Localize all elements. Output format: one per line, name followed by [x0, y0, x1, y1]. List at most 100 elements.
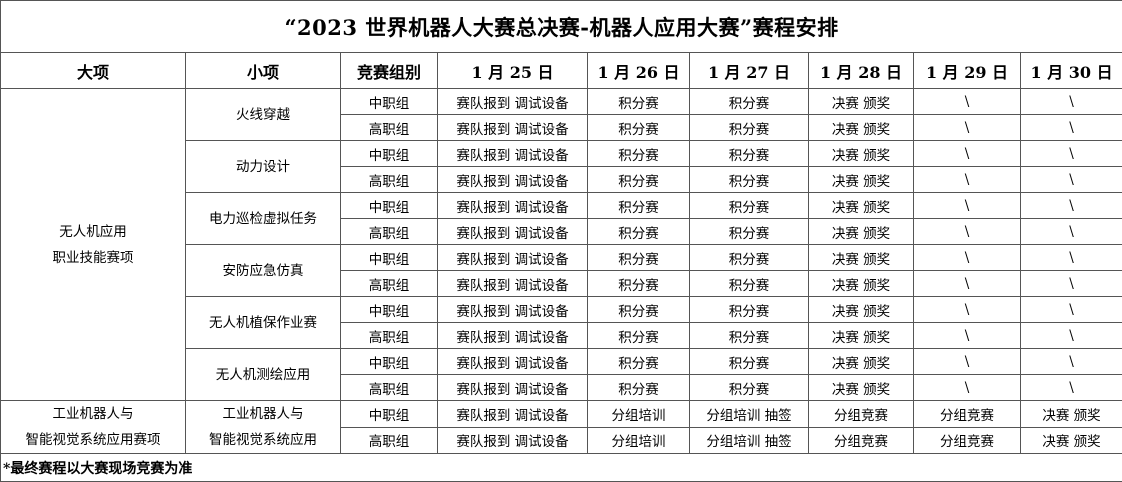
schedule-cell: \	[1021, 245, 1122, 271]
table-row: 工业机器人与智能视觉系统应用赛项工业机器人与智能视觉系统应用中职组赛队报到 调试…	[1, 401, 1122, 428]
schedule-cell: 积分赛	[690, 271, 809, 297]
subitem-cell: 工业机器人与智能视觉系统应用	[186, 401, 341, 454]
schedule-cell: 决赛 颁奖	[809, 141, 914, 167]
schedule-cell: 积分赛	[588, 141, 690, 167]
group-cell: 高职组	[341, 323, 438, 349]
schedule-cell: 赛队报到 调试设备	[438, 219, 588, 245]
group-cell: 中职组	[341, 89, 438, 115]
schedule-cell: \	[914, 271, 1021, 297]
schedule-cell: \	[1021, 349, 1122, 375]
header-category: 大项	[1, 53, 186, 89]
schedule-cell: 积分赛	[588, 219, 690, 245]
schedule-cell: 赛队报到 调试设备	[438, 89, 588, 115]
schedule-cell: 积分赛	[690, 219, 809, 245]
schedule-cell: 决赛 颁奖	[809, 349, 914, 375]
schedule-cell: \	[914, 193, 1021, 219]
category-cell: 工业机器人与智能视觉系统应用赛项	[1, 401, 186, 454]
schedule-cell: \	[914, 115, 1021, 141]
cell-text-line: 职业技能赛项	[1, 245, 185, 271]
schedule-cell: 赛队报到 调试设备	[438, 323, 588, 349]
group-cell: 高职组	[341, 271, 438, 297]
schedule-cell: 积分赛	[690, 375, 809, 401]
header-subitem: 小项	[186, 53, 341, 89]
schedule-cell: 积分赛	[690, 245, 809, 271]
schedule-cell: \	[914, 141, 1021, 167]
schedule-cell: 分组竞赛	[914, 401, 1021, 428]
schedule-cell: \	[1021, 323, 1122, 349]
subitem-cell: 无人机植保作业赛	[186, 297, 341, 349]
schedule-cell: 决赛 颁奖	[809, 89, 914, 115]
subitem-cell: 无人机测绘应用	[186, 349, 341, 401]
category-cell: 无人机应用职业技能赛项	[1, 89, 186, 401]
schedule-cell: 积分赛	[690, 167, 809, 193]
header-jan25: 1 月 25 日	[438, 53, 588, 89]
schedule-cell: \	[914, 245, 1021, 271]
schedule-cell: \	[914, 89, 1021, 115]
schedule-cell: 积分赛	[588, 245, 690, 271]
group-cell: 高职组	[341, 219, 438, 245]
subitem-cell: 安防应急仿真	[186, 245, 341, 297]
schedule-cell: 积分赛	[588, 297, 690, 323]
schedule-cell: \	[1021, 297, 1122, 323]
group-cell: 中职组	[341, 297, 438, 323]
header-group: 竞赛组别	[341, 53, 438, 89]
schedule-cell: 赛队报到 调试设备	[438, 297, 588, 323]
schedule-cell: \	[1021, 375, 1122, 401]
schedule-cell: 积分赛	[690, 297, 809, 323]
group-cell: 中职组	[341, 141, 438, 167]
table-title: “2023 世界机器人大赛总决赛-机器人应用大赛”赛程安排	[1, 1, 1122, 53]
footnote: *最终赛程以大赛现场竞赛为准	[1, 454, 1122, 482]
schedule-cell: 分组培训 抽签	[690, 427, 809, 454]
cell-text-line: 工业机器人与	[186, 401, 340, 427]
schedule-cell: 积分赛	[588, 271, 690, 297]
schedule-cell: 积分赛	[588, 349, 690, 375]
group-cell: 高职组	[341, 375, 438, 401]
schedule-cell: \	[914, 323, 1021, 349]
schedule-cell: 赛队报到 调试设备	[438, 375, 588, 401]
schedule-cell: 积分赛	[588, 375, 690, 401]
schedule-cell: 分组培训 抽签	[690, 401, 809, 428]
schedule-cell: \	[1021, 89, 1122, 115]
schedule-cell: 分组培训	[588, 427, 690, 454]
schedule-cell: \	[1021, 271, 1122, 297]
cell-text-line: 智能视觉系统应用赛项	[1, 427, 185, 453]
schedule-cell: 决赛 颁奖	[809, 323, 914, 349]
schedule-cell: 决赛 颁奖	[809, 219, 914, 245]
schedule-cell: \	[914, 349, 1021, 375]
cell-text-line: 动力设计	[186, 154, 340, 180]
schedule-cell: \	[914, 375, 1021, 401]
header-jan30: 1 月 30 日	[1021, 53, 1122, 89]
schedule-cell: 决赛 颁奖	[1021, 427, 1122, 454]
schedule-cell: 积分赛	[690, 115, 809, 141]
schedule-cell: 积分赛	[690, 141, 809, 167]
cell-text-line: 无人机应用	[1, 219, 185, 245]
header-jan29: 1 月 29 日	[914, 53, 1021, 89]
schedule-cell: 决赛 颁奖	[809, 167, 914, 193]
schedule-cell: \	[914, 219, 1021, 245]
cell-text-line: 安防应急仿真	[186, 258, 340, 284]
header-jan26: 1 月 26 日	[588, 53, 690, 89]
schedule-cell: 分组竞赛	[809, 427, 914, 454]
schedule-cell: 决赛 颁奖	[809, 245, 914, 271]
schedule-cell: 决赛 颁奖	[809, 193, 914, 219]
header-jan27: 1 月 27 日	[690, 53, 809, 89]
schedule-cell: 赛队报到 调试设备	[438, 167, 588, 193]
group-cell: 中职组	[341, 349, 438, 375]
table-row: 无人机应用职业技能赛项火线穿越中职组赛队报到 调试设备积分赛积分赛决赛 颁奖\\	[1, 89, 1122, 115]
schedule-cell: \	[1021, 193, 1122, 219]
schedule-cell: 赛队报到 调试设备	[438, 401, 588, 428]
schedule-cell: \	[1021, 141, 1122, 167]
schedule-cell: 赛队报到 调试设备	[438, 349, 588, 375]
schedule-cell: 赛队报到 调试设备	[438, 245, 588, 271]
schedule-cell: 积分赛	[588, 115, 690, 141]
schedule-cell: 决赛 颁奖	[809, 115, 914, 141]
schedule-cell: 决赛 颁奖	[809, 375, 914, 401]
schedule-cell: 决赛 颁奖	[809, 297, 914, 323]
schedule-cell: 积分赛	[690, 349, 809, 375]
schedule-cell: 分组竞赛	[914, 427, 1021, 454]
group-cell: 中职组	[341, 193, 438, 219]
group-cell: 中职组	[341, 245, 438, 271]
group-cell: 高职组	[341, 167, 438, 193]
schedule-cell: 赛队报到 调试设备	[438, 141, 588, 167]
